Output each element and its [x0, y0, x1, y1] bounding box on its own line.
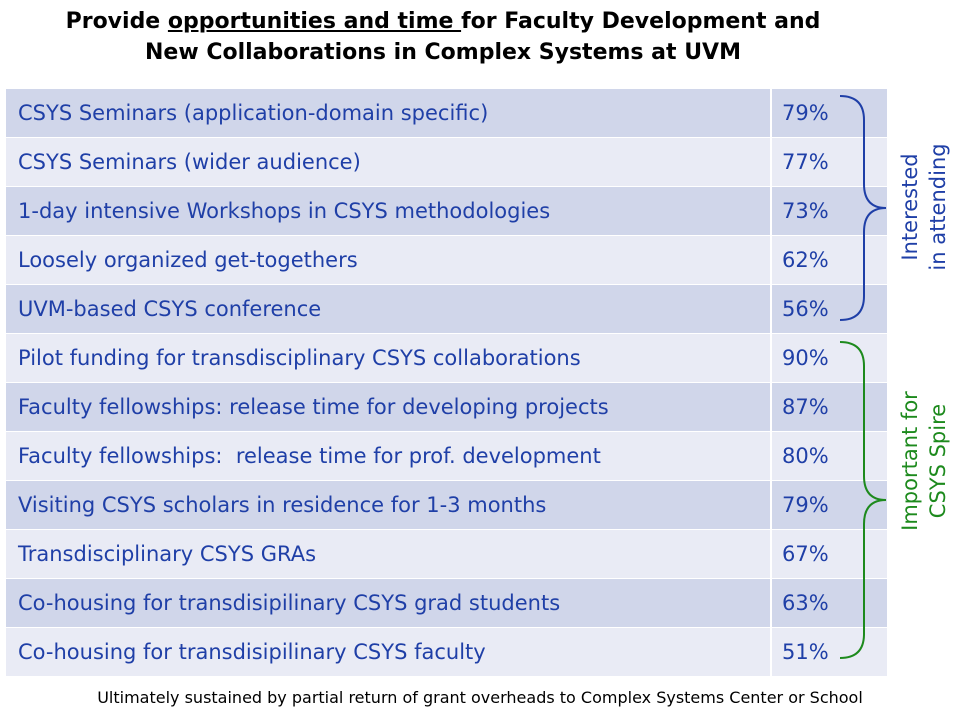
table-row: Co-housing for transdisipilinary CSYS fa… [6, 627, 887, 676]
row-percent: 67% [770, 529, 887, 579]
row-percent: 73% [770, 186, 887, 236]
title-underlined-phrase: opportunities and time [167, 9, 462, 34]
row-item: CSYS Seminars (wider audience) [6, 137, 771, 187]
interested-label: Interested in attending [896, 107, 956, 307]
row-percent: 79% [770, 88, 887, 138]
slide-title: Provide opportunities and time for Facul… [0, 6, 886, 68]
table-row: Transdisciplinary CSYS GRAs 67% [6, 529, 887, 579]
row-item: Faculty fellowships: release time for de… [6, 382, 771, 432]
table-row: Faculty fellowships: release time for pr… [6, 431, 887, 481]
title-line-1-start: Provide [65, 9, 168, 34]
table-row: 1-day intensive Workshops in CSYS method… [6, 186, 887, 236]
row-item: Visiting CSYS scholars in residence for … [6, 480, 771, 530]
table-row: Loosely organized get-togethers 62% [6, 235, 887, 285]
row-item: Transdisciplinary CSYS GRAs [6, 529, 771, 579]
table-row: Pilot funding for transdisciplinary CSYS… [6, 333, 887, 383]
row-percent: 56% [770, 284, 887, 334]
row-percent: 87% [770, 382, 887, 432]
row-percent: 80% [770, 431, 887, 481]
row-item: Co-housing for transdisipilinary CSYS gr… [6, 578, 771, 628]
interested-label-line-2: in attending [926, 143, 950, 271]
table-row: Faculty fellowships: release time for de… [6, 382, 887, 432]
row-item: UVM-based CSYS conference [6, 284, 771, 334]
row-percent: 90% [770, 333, 887, 383]
title-line-1: Provide opportunities and time for Facul… [0, 6, 886, 37]
row-percent: 62% [770, 235, 887, 285]
row-item: 1-day intensive Workshops in CSYS method… [6, 186, 771, 236]
results-table: CSYS Seminars (application-domain specif… [6, 88, 887, 676]
table-row: CSYS Seminars (application-domain specif… [6, 88, 887, 138]
row-item: Loosely organized get-togethers [6, 235, 771, 285]
row-percent: 79% [770, 480, 887, 530]
footer-note: Ultimately sustained by partial return o… [97, 688, 863, 707]
row-item: Pilot funding for transdisciplinary CSYS… [6, 333, 771, 383]
row-item: Faculty fellowships: release time for pr… [6, 431, 771, 481]
row-percent: 63% [770, 578, 887, 628]
important-label-line-2: CSYS Spire [926, 403, 950, 519]
row-percent: 77% [770, 137, 887, 187]
table-row: CSYS Seminars (wider audience) 77% [6, 137, 887, 187]
interested-label-line-1: Interested [898, 153, 922, 261]
important-label-line-1: Important for [898, 391, 922, 531]
row-percent: 51% [770, 627, 887, 676]
table-row: Co-housing for transdisipilinary CSYS gr… [6, 578, 887, 628]
table-row: UVM-based CSYS conference 56% [6, 284, 887, 334]
title-line-2: New Collaborations in Complex Systems at… [145, 40, 741, 65]
row-item: Co-housing for transdisipilinary CSYS fa… [6, 627, 771, 676]
title-line-1-end: for Faculty Development and [461, 9, 821, 34]
row-item: CSYS Seminars (application-domain specif… [6, 88, 771, 138]
table-row: Visiting CSYS scholars in residence for … [6, 480, 887, 530]
interested-brace [839, 95, 887, 321]
important-brace [839, 341, 887, 659]
important-label: Important for CSYS Spire [896, 361, 956, 561]
